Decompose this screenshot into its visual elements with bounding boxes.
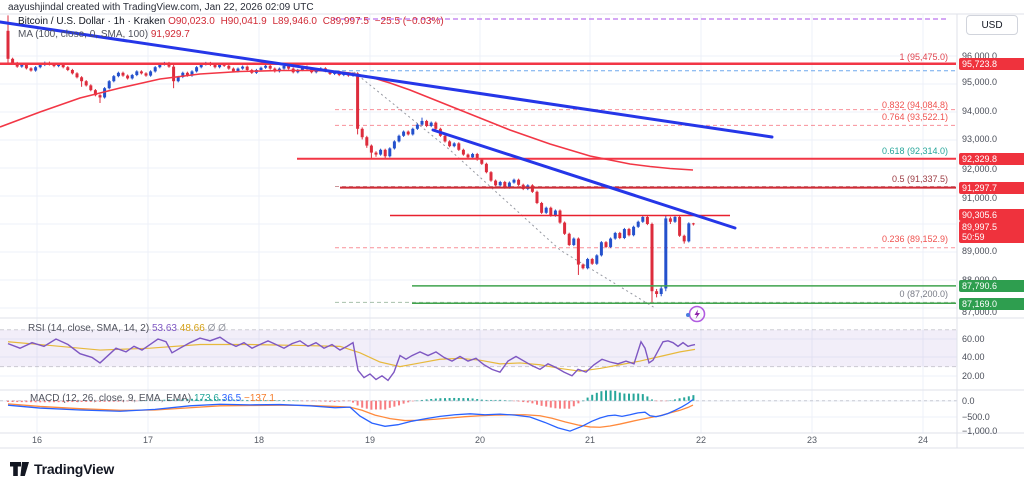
rsi-axis-label: 60.00 [962,334,985,344]
price-change: −25.5 (−0.03%) [374,16,444,27]
rsi-hidden-value-1: Ø [207,323,216,334]
fib-level-label: 0.236 (89,152.9) [881,234,948,244]
ohlc-close: C89,997.5 [322,16,369,27]
fib-level-label: 0 (87,200.0) [899,289,948,299]
ma-100-line [0,69,694,171]
gridlines [0,14,957,433]
time-axis-label[interactable]: 24 [917,435,929,445]
macd-hist-value: 173.6 [193,393,219,404]
time-axis-label[interactable]: 16 [31,435,43,445]
macd-pane[interactable] [0,390,957,432]
macd-signal-line [7,403,694,428]
price-tag: 90,305.6 [959,209,1024,221]
price-tag: 92,329.8 [959,153,1024,165]
rsi-axis-label: 40.00 [962,352,985,362]
ma-legend-value: 91,929.7 [150,29,190,40]
price-axis-label: 87,000.0 [962,307,998,317]
tradingview-logo-text: TradingView [34,461,115,477]
price-axis-label: 96,000.0 [962,51,998,61]
rsi-pane[interactable] [0,329,957,382]
macd-axis-label: −1,000.0 [962,426,998,436]
symbol-legend[interactable]: Bitcoin / U.S. Dollar · 1h · Kraken O90,… [18,16,447,27]
price-tag: 91,297.7 [959,182,1024,194]
ohlc-open: O90,023.0 [168,16,215,27]
trendline[interactable] [431,128,737,230]
attribution-text: aayushjindal created with TradingView.co… [8,2,314,13]
time-axis-label[interactable]: 23 [806,435,818,445]
time-axis-label[interactable]: 17 [142,435,154,445]
fib-level-label: 1 (95,475.0) [899,52,948,62]
time-axis-label[interactable]: 22 [695,435,707,445]
macd-legend[interactable]: MACD (12, 26, close, 9, EMA, EMA) 173.6 … [30,393,275,404]
price-pane[interactable] [0,15,956,309]
fib-level-label: 0.832 (94,084.8) [881,100,948,110]
rsi-value: 53.63 [151,323,177,334]
rsi-legend[interactable]: RSI (14, close, SMA, 14, 2) 53.63 48.66 … [28,323,226,334]
ohlc-low: L89,946.0 [272,16,318,27]
ma-legend[interactable]: MA (100, close, 0, SMA, 100) 91,929.7 [18,29,190,40]
price-tag: 87,790.6 [959,280,1024,292]
macd-line-value: 36.5 [221,393,242,404]
ohlc-high: H90,041.9 [220,16,267,27]
tradingview-logo[interactable]: TradingView [10,461,114,477]
price-tag: 87,169.0 [959,298,1024,310]
price-axis-label: 94,000.0 [962,106,998,116]
fib-level-label: 0.618 (92,314.0) [881,146,948,156]
price-axis-label: 92,000.0 [962,164,998,174]
macd-line [7,399,694,432]
price-axis-label: 93,000.0 [962,134,998,144]
macd-signal-value: −137.1 [244,393,275,404]
rsi-axis-label: 20.00 [962,371,985,381]
time-axis-label[interactable]: 18 [253,435,265,445]
rsi-sma-value: 48.66 [179,323,205,334]
macd-axis-label: 0.0 [962,396,975,406]
tradingview-logo-icon [10,462,29,476]
symbol-title[interactable]: Bitcoin / U.S. Dollar · 1h · Kraken [18,16,166,27]
time-axis-label[interactable]: 21 [584,435,596,445]
price-tag: 89,997.5 50:59 [959,221,1024,243]
fib-level-label: 0.764 (93,522.1) [881,112,948,122]
price-axis-label: 91,000.0 [962,193,998,203]
macd-histogram [7,390,695,410]
macd-axis-label: −500.0 [962,412,990,422]
ma-legend-label: MA (100, close, 0, SMA, 100) [18,29,149,40]
rsi-line [7,336,696,382]
currency-selector[interactable]: USD [966,15,1018,35]
rsi-hidden-value-2: Ø [218,323,226,334]
countdown-timer: 50:59 [962,232,985,242]
time-axis-label[interactable]: 19 [364,435,376,445]
price-axis-label: 95,000.0 [962,77,998,87]
rsi-legend-label: RSI (14, close, SMA, 14, 2) [28,323,150,334]
macd-legend-label: MACD (12, 26, close, 9, EMA, EMA) [30,393,192,404]
price-axis-label: 89,000.0 [962,246,998,256]
fib-level-label: 0.5 (91,337.5) [891,174,948,184]
rsi-sma-line [7,341,696,372]
price-tag: 95,723.8 [959,58,1024,70]
currency-label: USD [981,19,1003,31]
event-marker-icon[interactable] [685,304,707,329]
trendline[interactable] [0,20,774,139]
time-axis-label[interactable]: 20 [474,435,486,445]
